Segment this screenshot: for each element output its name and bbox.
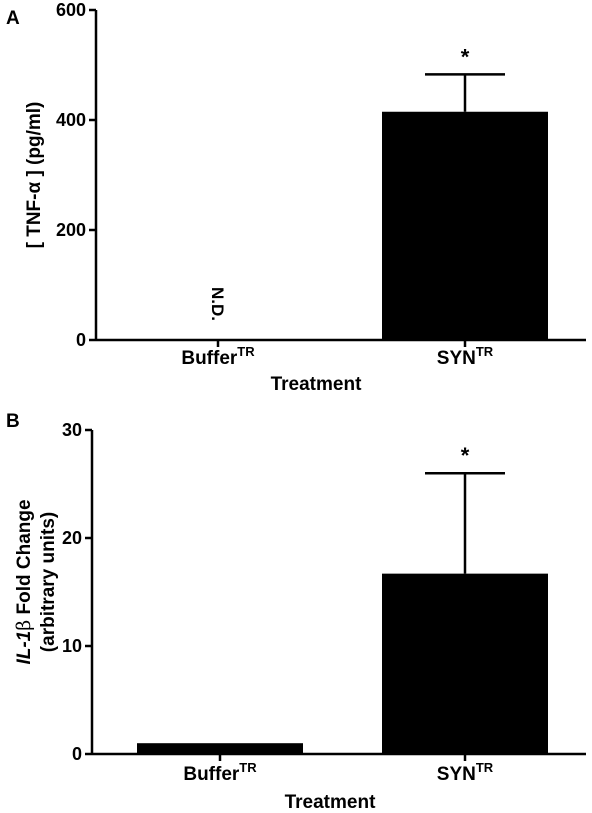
panel-a-not-detected-label: N.D. xyxy=(208,287,227,321)
panel-letter-b: B xyxy=(6,411,20,432)
panel-a: A 0 200 400 600 N.D. BufferTR * SYNTR [ TNF-α ]… xyxy=(6,0,586,395)
panel-a-y-tick-label: 400 xyxy=(56,110,86,130)
panel-b-bar xyxy=(137,743,303,754)
panel-b-significance-star: * xyxy=(461,443,470,468)
panel-a-category-label: BufferTR xyxy=(181,344,255,369)
panel-a-y-tick-label: 600 xyxy=(56,0,86,20)
panel-a-category-label: SYNTR xyxy=(437,344,494,369)
panel-a-significance-star: * xyxy=(461,44,470,69)
panel-a-y-axis-title: [ TNF-α ] (pg/ml) xyxy=(24,102,45,249)
panel-b-y-axis-title-greek: β xyxy=(13,620,35,631)
panel-letter-a: A xyxy=(6,8,20,29)
panel-b-y-tick-label: 0 xyxy=(72,744,82,764)
panel-a-bar xyxy=(382,111,548,340)
panel-b-y-tick-label: 30 xyxy=(62,420,82,440)
panel-b-y-tick-label: 10 xyxy=(62,636,82,656)
panel-b-y-axis-title-line1: IL-1β Fold Change xyxy=(13,499,35,664)
panel-b-bar xyxy=(382,573,548,754)
panel-a-y-tick-label: 200 xyxy=(56,220,86,240)
panel-b-plot: 0 10 20 30 BufferTR * SYNTR xyxy=(62,420,586,785)
panel-a-y-tick-label: 0 xyxy=(76,330,86,350)
panel-b-y-tick-label: 20 xyxy=(62,528,82,548)
panel-b-category-label: BufferTR xyxy=(183,760,257,785)
panel-a-plot: 0 200 400 600 N.D. BufferTR * SYNTR xyxy=(56,0,586,369)
panel-b-y-axis-title-rest: Fold Change xyxy=(14,499,35,619)
panel-b-y-axis-title-gene: IL-1 xyxy=(14,631,35,665)
panel-b-category-label: SYNTR xyxy=(437,760,494,785)
panel-b: B 0 10 20 30 BufferTR * SYNTR IL-1β Fold Chang… xyxy=(6,411,586,813)
panel-b-y-axis-title-line2: (arbitrary units) xyxy=(38,512,59,652)
panel-a-x-axis-title: Treatment xyxy=(271,374,362,395)
panel-b-x-axis-title: Treatment xyxy=(285,792,376,813)
